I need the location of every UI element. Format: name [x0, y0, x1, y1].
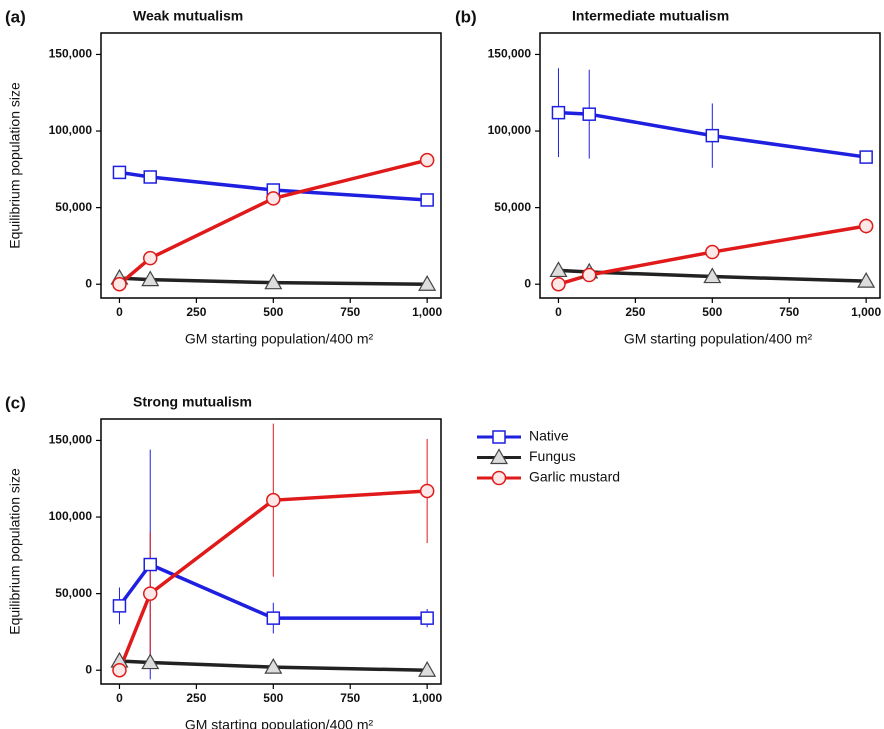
marker-circle: [419, 152, 435, 168]
marker-triangle: [489, 448, 509, 465]
x-tick-label: 0: [116, 305, 123, 319]
y-tick-label: 50,000: [55, 586, 92, 600]
marker-circle: [419, 483, 435, 499]
marker-triangle: [264, 657, 283, 674]
marker-square: [143, 170, 157, 184]
y-tick-label: 100,000: [49, 509, 93, 523]
plot-frame: [100, 32, 442, 299]
legend-label: Garlic mustard: [529, 469, 620, 485]
series-line: [557, 224, 867, 286]
series-line: [119, 276, 428, 286]
x-tick-label: 0: [555, 305, 562, 319]
panel-title: Weak mutualism: [133, 8, 243, 24]
marker-triangle: [549, 261, 568, 278]
y-axis-label: Equilibrium population size: [7, 468, 23, 635]
marker-circle: [112, 662, 127, 678]
marker-triangle: [703, 267, 722, 284]
series-line: [117, 489, 428, 671]
marker-circle: [266, 492, 281, 508]
marker-triangle: [141, 653, 160, 670]
marker-square: [143, 557, 157, 572]
plot-area: [110, 152, 437, 292]
marker-circle: [142, 586, 158, 601]
marker-square: [551, 105, 566, 120]
marker-circle: [858, 218, 874, 234]
series-line: [558, 268, 867, 283]
plot-area: [110, 423, 437, 680]
panel-title: Intermediate mutualism: [572, 8, 729, 24]
y-tick-label: 50,000: [494, 200, 531, 214]
series-line: [119, 170, 428, 202]
marker-square: [112, 165, 127, 180]
panel-label: (b): [455, 7, 477, 26]
series-line: [118, 158, 428, 286]
marker-circle: [551, 276, 566, 292]
legend-label: Native: [529, 428, 569, 444]
series-line: [558, 110, 867, 159]
marker-triangle: [418, 661, 437, 677]
marker-triangle: [141, 270, 160, 287]
panel-title: Strong mutualism: [133, 394, 252, 410]
marker-circle: [491, 470, 507, 486]
marker-square: [112, 599, 127, 613]
marker-triangle: [857, 271, 876, 288]
x-tick-label: 1,000: [412, 305, 442, 319]
marker-square: [705, 128, 720, 143]
marker-circle: [581, 267, 597, 283]
marker-circle: [112, 276, 127, 292]
marker-square: [420, 193, 434, 207]
y-tick-label: 0: [524, 276, 531, 290]
x-tick-label: 500: [263, 691, 283, 705]
marker-square: [420, 611, 434, 625]
x-tick-label: 750: [340, 691, 360, 705]
marker-square: [582, 107, 596, 121]
x-tick-label: 1,000: [851, 305, 881, 319]
x-tick-label: 750: [779, 305, 799, 319]
y-axis-label: Equilibrium population size: [7, 82, 23, 249]
y-tick-label: 0: [85, 662, 92, 676]
x-axis-label: GM starting population/400 m²: [185, 331, 374, 347]
plot-area: [549, 68, 876, 292]
y-tick-label: 150,000: [49, 433, 93, 447]
series-line: [118, 562, 428, 620]
y-tick-label: 0: [85, 276, 92, 290]
x-tick-label: 750: [340, 305, 360, 319]
panel-label: (a): [5, 7, 26, 26]
x-tick-label: 250: [625, 305, 645, 319]
x-tick-label: 500: [702, 305, 722, 319]
x-tick-label: 1,000: [412, 691, 442, 705]
x-axis-label: GM starting population/400 m²: [185, 717, 374, 729]
marker-square: [859, 150, 873, 164]
series-line: [119, 659, 428, 672]
marker-triangle: [418, 275, 437, 291]
y-tick-label: 150,000: [488, 47, 532, 61]
x-tick-label: 0: [116, 691, 123, 705]
y-tick-label: 50,000: [55, 200, 92, 214]
marker-circle: [142, 250, 158, 266]
panel-label: (c): [5, 393, 26, 412]
plot-frame: [100, 418, 442, 685]
marker-square: [492, 430, 506, 444]
y-tick-label: 100,000: [488, 123, 532, 137]
marker-triangle: [264, 273, 283, 290]
marker-square: [266, 611, 281, 625]
legend-label: Fungus: [529, 448, 576, 464]
marker-circle: [705, 244, 720, 260]
x-axis-label: GM starting population/400 m²: [624, 331, 813, 347]
marker-circle: [266, 191, 281, 206]
y-tick-label: 100,000: [49, 123, 93, 137]
x-tick-label: 250: [186, 691, 206, 705]
plot-frame: [539, 32, 881, 299]
x-tick-label: 250: [186, 305, 206, 319]
y-tick-label: 150,000: [49, 47, 93, 61]
x-tick-label: 500: [263, 305, 283, 319]
